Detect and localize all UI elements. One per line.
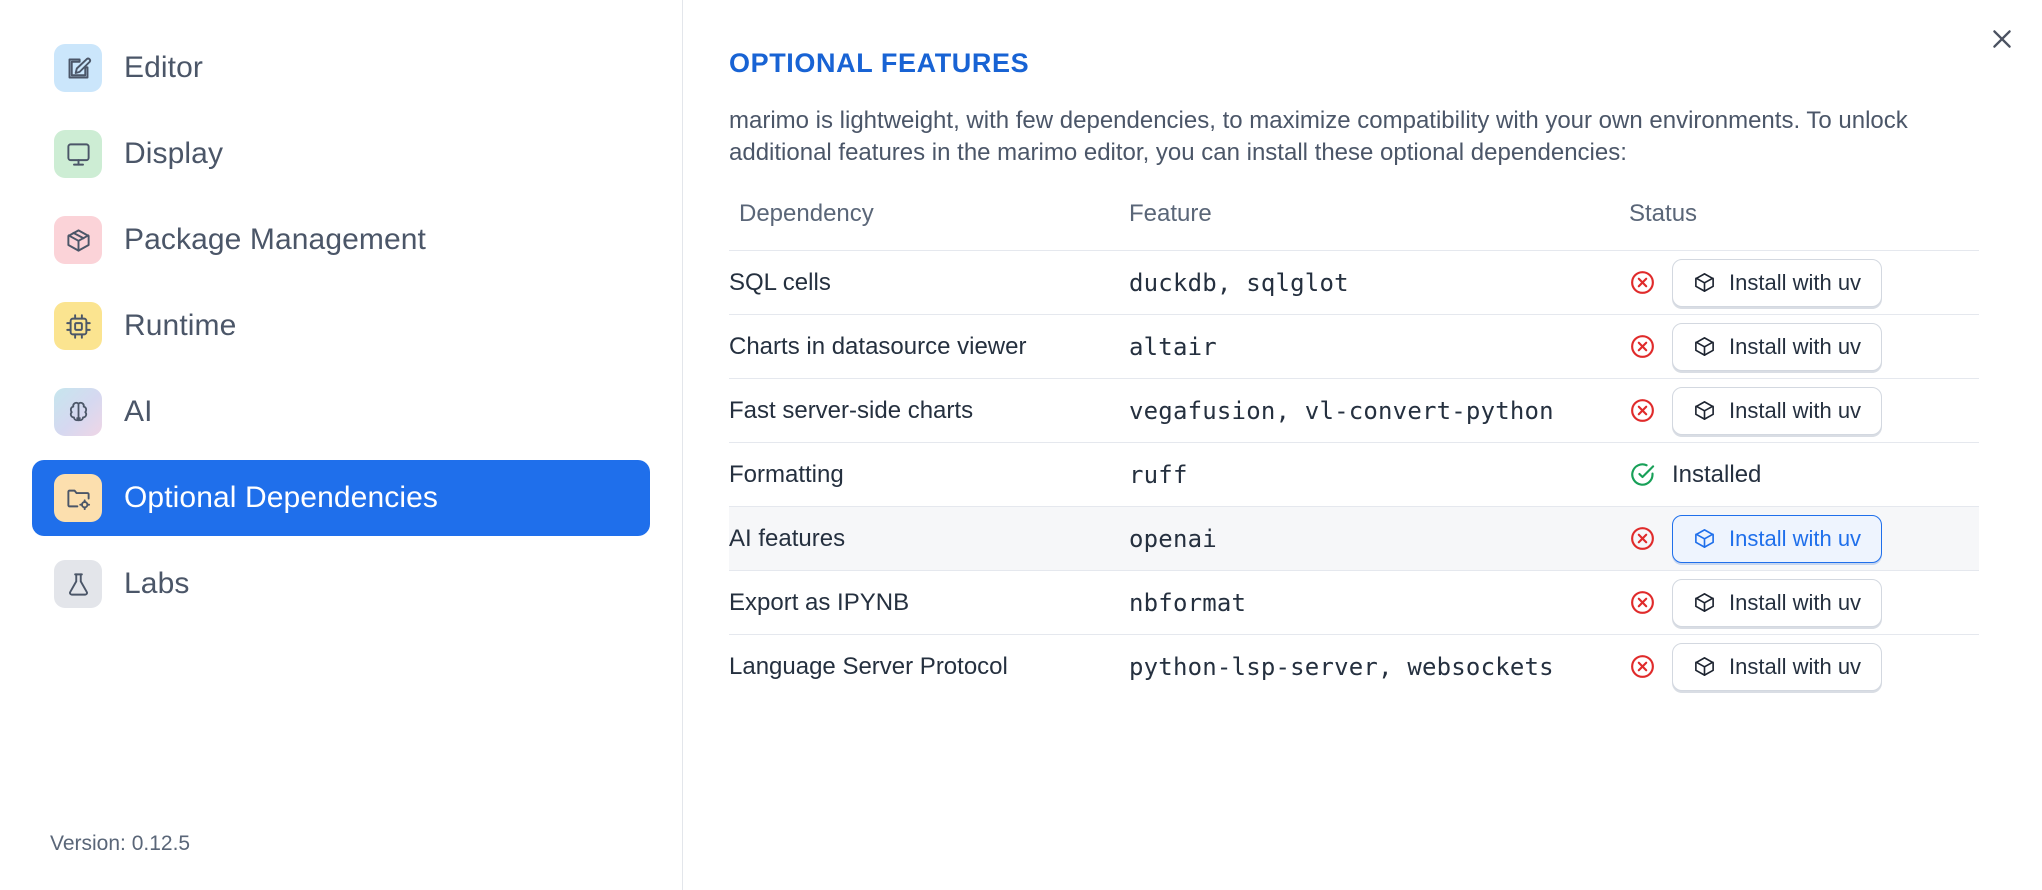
pencil-square-icon bbox=[54, 44, 102, 92]
table-row: Language Server Protocol python-lsp-serve… bbox=[729, 634, 1979, 699]
close-button[interactable] bbox=[1980, 18, 2024, 62]
cell-dependency: Formatting bbox=[729, 442, 1129, 507]
sidebar-item-labs[interactable]: Labs bbox=[32, 546, 650, 622]
column-header-status: Status bbox=[1629, 200, 1979, 252]
table-body: SQL cells duckdb, sqlglot Install with uv C… bbox=[729, 251, 1979, 699]
install-button-label: Install with uv bbox=[1729, 589, 1862, 615]
brain-icon bbox=[54, 388, 102, 436]
box-icon bbox=[1693, 399, 1716, 422]
circle-x-icon bbox=[1629, 589, 1656, 616]
install-with-uv-button[interactable]: Install with uv bbox=[1672, 578, 1883, 627]
install-with-uv-button[interactable]: Install with uv bbox=[1672, 258, 1883, 307]
status-wrapper: Install with uv bbox=[1629, 251, 1979, 314]
status-wrapper: Install with uv bbox=[1629, 507, 1979, 570]
install-button-label: Install with uv bbox=[1729, 397, 1862, 423]
cell-feature: ruff bbox=[1129, 442, 1629, 507]
settings-sidebar: Editor Display Package Management Runtime AI… bbox=[0, 0, 683, 890]
cell-status: Install with uv bbox=[1629, 570, 1979, 635]
table-row: Export as IPYNB nbformat Install with uv bbox=[729, 570, 1979, 635]
cell-dependency: SQL cells bbox=[729, 268, 831, 296]
install-with-uv-button[interactable]: Install with uv bbox=[1672, 642, 1883, 691]
circle-x-icon bbox=[1629, 269, 1656, 296]
sidebar-item-label: Runtime bbox=[124, 309, 237, 342]
circle-x-icon bbox=[1629, 653, 1656, 680]
box-icon bbox=[1693, 527, 1716, 550]
cell-status: Install with uv bbox=[1629, 634, 1979, 699]
flask-icon bbox=[54, 560, 102, 608]
cell-feature: openai bbox=[1129, 506, 1629, 571]
cpu-icon bbox=[54, 302, 102, 350]
sidebar-item-label: AI bbox=[124, 395, 153, 428]
circle-x-icon bbox=[1629, 525, 1656, 552]
column-header-dependency: Dependency bbox=[729, 200, 1129, 252]
sidebar-item-optional-dependencies[interactable]: Optional Dependencies bbox=[32, 460, 650, 536]
install-button-label: Install with uv bbox=[1729, 333, 1862, 359]
box-icon bbox=[1693, 591, 1716, 614]
cell-dependency: Fast server-side charts bbox=[729, 378, 1129, 443]
sidebar-item-label: Labs bbox=[124, 567, 190, 600]
cell-status: Install with uv bbox=[1629, 506, 1979, 571]
sidebar-item-label: Editor bbox=[124, 51, 203, 84]
install-button-label: Install with uv bbox=[1729, 653, 1862, 679]
close-icon bbox=[1989, 26, 2015, 55]
status-wrapper: Install with uv bbox=[1629, 635, 1979, 698]
cell-dependency: Export as IPYNB bbox=[729, 570, 1129, 635]
optional-dependencies-panel: OPTIONAL FEATURES marimo is lightweight,… bbox=[683, 0, 2042, 890]
folder-cog-icon bbox=[54, 474, 102, 522]
box-icon bbox=[1693, 335, 1716, 358]
cell-status: Installed bbox=[1629, 442, 1979, 507]
status-badge-installed: Installed bbox=[1672, 460, 1762, 488]
cell-feature: vegafusion, vl-convert-python bbox=[1129, 378, 1629, 443]
cell-dependency: AI features bbox=[729, 506, 1129, 571]
sidebar-item-label: Optional Dependencies bbox=[124, 481, 438, 514]
package-icon bbox=[54, 216, 102, 264]
table-header: Dependency Feature Status bbox=[729, 200, 1979, 252]
sidebar-item-package-management[interactable]: Package Management bbox=[32, 202, 650, 278]
cell-dependency: Charts in datasource viewer bbox=[729, 314, 1129, 379]
status-wrapper: Installed bbox=[1629, 443, 1979, 506]
panel-description: marimo is lightweight, with few dependen… bbox=[729, 107, 1908, 166]
page-title: OPTIONAL FEATURES bbox=[729, 48, 1030, 78]
table-row: SQL cells duckdb, sqlglot Install with uv bbox=[729, 251, 1979, 315]
install-with-uv-button[interactable]: Install with uv bbox=[1672, 322, 1883, 371]
cell-feature: nbformat bbox=[1129, 570, 1629, 635]
install-with-uv-button[interactable]: Install with uv bbox=[1672, 514, 1883, 563]
cell-status: Install with uv bbox=[1629, 314, 1979, 379]
cell-dependency: Language Server Protocol bbox=[729, 634, 1129, 699]
cell-status: Install with uv bbox=[1629, 378, 1979, 443]
cell-feature: altair bbox=[1129, 314, 1629, 379]
sidebar-item-ai[interactable]: AI bbox=[32, 374, 650, 450]
sidebar-item-label: Display bbox=[124, 137, 224, 170]
circle-check-icon bbox=[1629, 461, 1656, 488]
cell-feature: duckdb, sqlglot bbox=[1129, 268, 1349, 297]
sidebar-item-display[interactable]: Display bbox=[32, 116, 650, 192]
install-button-label: Install with uv bbox=[1729, 525, 1862, 551]
circle-x-icon bbox=[1629, 333, 1656, 360]
box-icon bbox=[1693, 271, 1716, 294]
column-header-feature: Feature bbox=[1129, 200, 1629, 252]
cell-status: Install with uv bbox=[1629, 251, 1979, 315]
sidebar-item-label: Package Management bbox=[124, 223, 426, 256]
box-icon bbox=[1693, 655, 1716, 678]
cell-feature: python-lsp-server, websockets bbox=[1129, 634, 1629, 699]
circle-x-icon bbox=[1629, 397, 1656, 424]
table-row: AI features openai Install with uv bbox=[729, 506, 1979, 571]
table-row: Charts in datasource viewer altair Install… bbox=[729, 314, 1979, 379]
settings-nav: Editor Display Package Management Runtime AI… bbox=[0, 30, 682, 622]
sidebar-item-runtime[interactable]: Runtime bbox=[32, 288, 650, 364]
sidebar-item-editor[interactable]: Editor bbox=[32, 30, 650, 106]
install-with-uv-button[interactable]: Install with uv bbox=[1672, 386, 1883, 435]
dependencies-table: Dependency Feature Status SQL cells duckd… bbox=[729, 200, 1979, 699]
version-label: Version: 0.12.5 bbox=[50, 832, 191, 855]
status-wrapper: Install with uv bbox=[1629, 571, 1979, 634]
table-row: Formatting ruff Installed bbox=[729, 442, 1979, 507]
status-wrapper: Install with uv bbox=[1629, 379, 1979, 442]
monitor-icon bbox=[54, 130, 102, 178]
table-row: Fast server-side charts vegafusion, vl-co… bbox=[729, 378, 1979, 443]
status-wrapper: Install with uv bbox=[1629, 315, 1979, 378]
install-button-label: Install with uv bbox=[1729, 269, 1862, 295]
